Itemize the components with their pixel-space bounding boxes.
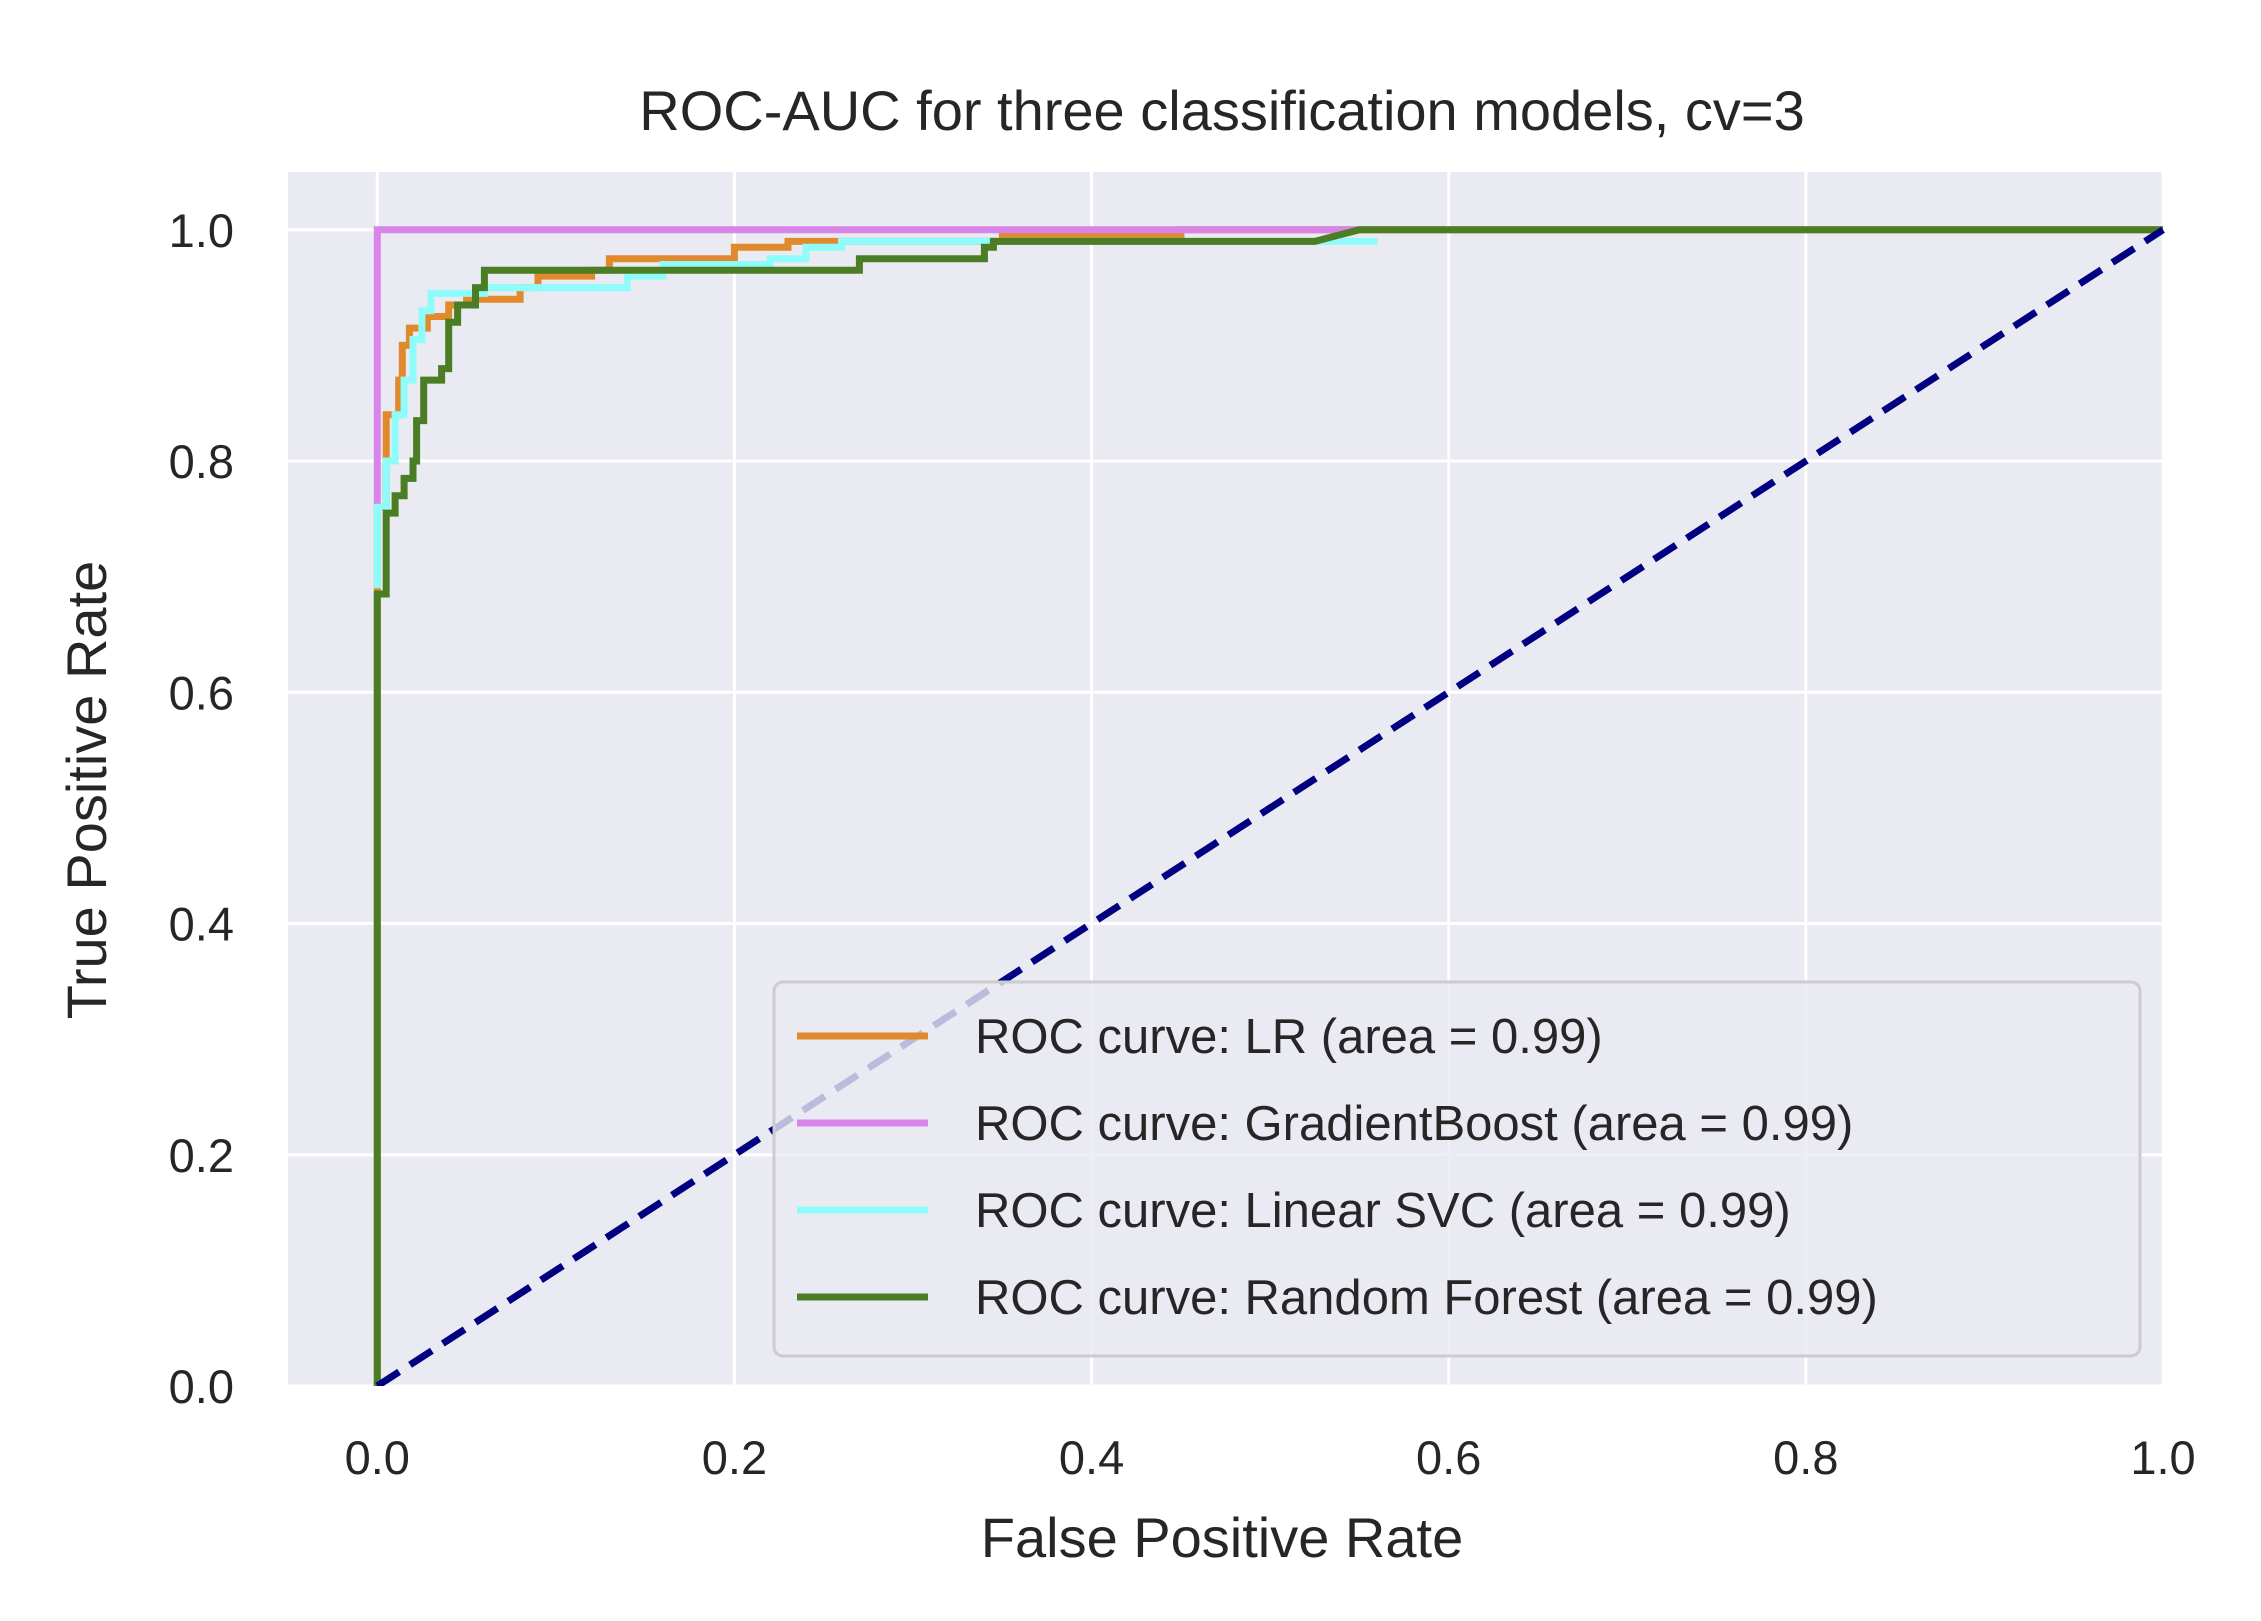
series-line-3 xyxy=(373,226,2163,1386)
x-tick-label: 0.6 xyxy=(1416,1431,1481,1484)
chance-diagonal-line xyxy=(375,226,2165,1386)
chart-title: ROC-AUC for three classification models,… xyxy=(639,79,1805,142)
legend-label: ROC curve: Linear SVC (area = 0.99) xyxy=(975,1184,1791,1238)
y-tick-label: 0.4 xyxy=(169,898,234,951)
x-tick-label: 1.0 xyxy=(2130,1431,2195,1484)
y-tick-label: 1.0 xyxy=(169,204,234,257)
legend-box xyxy=(772,980,2142,1358)
y-axis-title: True Positive Rate xyxy=(55,561,118,1020)
x-tick-labels: 0.0 0.2 0.4 0.6 0.8 1.0 xyxy=(345,1431,2196,1484)
x-axis-title: False Positive Rate xyxy=(981,1506,1463,1569)
y-tick-label: 0.8 xyxy=(169,435,234,488)
x-tick-label: 0.2 xyxy=(702,1431,767,1484)
grid xyxy=(288,172,2165,1388)
x-tick-label: 0.8 xyxy=(1773,1431,1838,1484)
legend-label: ROC curve: GradientBoost (area = 0.99) xyxy=(975,1097,1853,1151)
y-tick-label: 0.0 xyxy=(169,1360,234,1413)
x-tick-label: 0.4 xyxy=(1059,1431,1124,1484)
y-tick-label: 0.2 xyxy=(169,1129,234,1182)
y-tick-label: 0.6 xyxy=(169,666,234,719)
x-tick-label: 0.0 xyxy=(345,1431,410,1484)
series-line-2 xyxy=(373,237,1378,589)
series-lines xyxy=(373,226,2165,1386)
legend: ROC curve: LR (area = 0.99) ROC curve: Gr… xyxy=(772,980,2142,1358)
legend-label: ROC curve: LR (area = 0.99) xyxy=(975,1010,1603,1064)
series-line-0 xyxy=(373,226,2163,1386)
legend-label: ROC curve: Random Forest (area = 0.99) xyxy=(975,1271,1878,1325)
y-tick-labels: 0.0 0.2 0.4 0.6 0.8 1.0 xyxy=(169,204,234,1413)
series-line-1 xyxy=(373,226,1360,508)
